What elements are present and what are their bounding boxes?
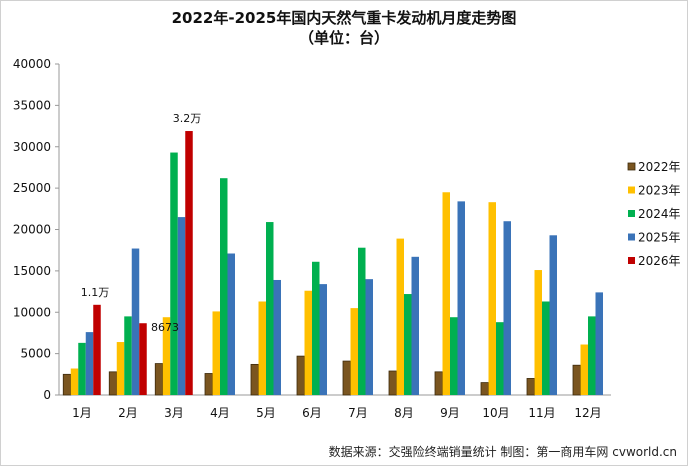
- y-tick-label: 10000: [13, 305, 51, 319]
- bar-2025年-6月: [319, 284, 327, 395]
- bar-2023年-5月: [258, 301, 266, 395]
- y-axis-labels: 0 5000 10000 15000 20000 25000 30000 35000 40000: [13, 57, 51, 402]
- bar-2024年-7月: [358, 247, 366, 395]
- legend-label: 2026年: [638, 254, 681, 268]
- bar-2025年-8月: [411, 256, 419, 395]
- bar-2022年-1月: [62, 373, 72, 396]
- legend: 2022年 2023年 2024年 2025年 2026年: [627, 160, 681, 268]
- bar-2022年-10月: [480, 382, 489, 396]
- x-tick-label: 3月: [164, 406, 184, 420]
- x-tick-label: 11月: [528, 406, 555, 420]
- bar-2023年-4月: [212, 311, 220, 395]
- x-tick-label: 7月: [348, 406, 368, 420]
- bar-2025年-1月: [85, 332, 94, 395]
- bar-2025年-5月: [273, 279, 281, 395]
- y-tick-label: 15000: [13, 264, 51, 278]
- bar-2025年-10月: [503, 221, 511, 395]
- bar-2026年-2月: [139, 323, 147, 395]
- bar-2025年-11月: [549, 235, 557, 395]
- bar-2025年-7月: [365, 279, 373, 395]
- bar-2022年-4月: [204, 373, 213, 396]
- y-tick-label: 0: [43, 388, 51, 402]
- y-tick-label: 25000: [13, 181, 51, 195]
- bar-2023年-10月: [488, 202, 496, 395]
- bars: [62, 131, 603, 396]
- bar-2025年-4月: [227, 253, 235, 395]
- legend-label: 2024年: [638, 207, 681, 221]
- y-tick-label: 5000: [20, 347, 51, 361]
- legend-label: 2022年: [638, 160, 681, 174]
- bar-2022年-7月: [342, 360, 351, 396]
- bar-2025年-2月: [131, 248, 140, 395]
- x-tick-label: 12月: [574, 406, 601, 420]
- x-tick-label: 5月: [256, 406, 276, 420]
- bar-2022年-3月: [154, 363, 164, 396]
- legend-swatch: [628, 186, 635, 194]
- bar-2024年-5月: [266, 222, 274, 395]
- legend-swatch: [628, 210, 635, 217]
- x-tick-label: 4月: [210, 406, 230, 420]
- bar-2025年-9月: [457, 201, 465, 395]
- x-tick-label: 1月: [72, 406, 92, 420]
- bar-2026年-3月: [185, 131, 193, 395]
- x-tick-label: 10月: [482, 406, 509, 420]
- bar-2024年-11月: [542, 301, 550, 395]
- bar-2024年-1月: [78, 342, 86, 395]
- x-tick-label: 8月: [394, 406, 414, 420]
- data-label: 1.1万: [81, 286, 110, 299]
- bar-2025年-3月: [177, 217, 186, 395]
- bar-2023年-1月: [70, 368, 79, 395]
- bar-2023年-8月: [396, 238, 404, 395]
- legend-swatch: [628, 233, 635, 241]
- bar-2024年-2月: [124, 316, 132, 395]
- legend-label: 2025年: [638, 231, 681, 245]
- legend-swatch: [627, 162, 636, 171]
- legend-swatch: [628, 257, 635, 264]
- axes: [55, 63, 611, 396]
- bar-2022年-5月: [250, 363, 259, 396]
- y-tick-label: 20000: [13, 223, 51, 237]
- bar-2024年-9月: [450, 317, 458, 395]
- y-tick-label: 35000: [13, 98, 51, 112]
- bar-2024年-8月: [404, 294, 412, 395]
- chart-subtitle: （单位：台）: [299, 29, 389, 47]
- bar-2026年-1月: [93, 304, 101, 395]
- data-labels: 1.1万 8673 3.2万: [81, 112, 202, 334]
- legend-label: 2023年: [638, 184, 681, 198]
- bar-2023年-3月: [162, 317, 171, 395]
- data-label: 8673: [151, 321, 179, 334]
- bar-2022年-6月: [296, 355, 305, 396]
- chart-title: 2022年-2025年国内天然气重卡发动机月度走势图: [172, 9, 517, 27]
- x-axis-labels: 1月 2月 3月 4月 5月 6月 7月 8月 9月 10月 11月 12月: [72, 406, 601, 420]
- bar-2022年-12月: [572, 364, 581, 396]
- bar-2024年-3月: [170, 152, 178, 395]
- bar-2024年-6月: [312, 261, 320, 395]
- bar-2023年-2月: [116, 342, 125, 395]
- bar-2023年-12月: [580, 344, 588, 395]
- bar-2023年-11月: [534, 270, 542, 395]
- bar-2022年-2月: [108, 371, 118, 396]
- bar-2023年-7月: [350, 308, 358, 395]
- bar-2024年-4月: [220, 178, 228, 395]
- bar-2024年-10月: [496, 322, 504, 395]
- source-note: 数据来源：交强险终端销量统计 制图：第一商用车网 cvworld.cn: [329, 444, 677, 459]
- bar-2022年-8月: [388, 370, 397, 396]
- x-tick-label: 2月: [118, 406, 138, 420]
- bar-2023年-6月: [304, 290, 312, 395]
- x-tick-label: 9月: [440, 406, 460, 420]
- bar-2022年-11月: [526, 378, 535, 396]
- data-label: 3.2万: [173, 112, 202, 125]
- bar-2024年-12月: [588, 316, 596, 395]
- bar-2022年-9月: [434, 371, 443, 396]
- bar-2023年-9月: [442, 192, 450, 395]
- bar-2025年-12月: [595, 292, 603, 395]
- y-tick-label: 40000: [13, 57, 51, 71]
- y-tick-label: 30000: [13, 140, 51, 154]
- x-tick-label: 6月: [302, 406, 322, 420]
